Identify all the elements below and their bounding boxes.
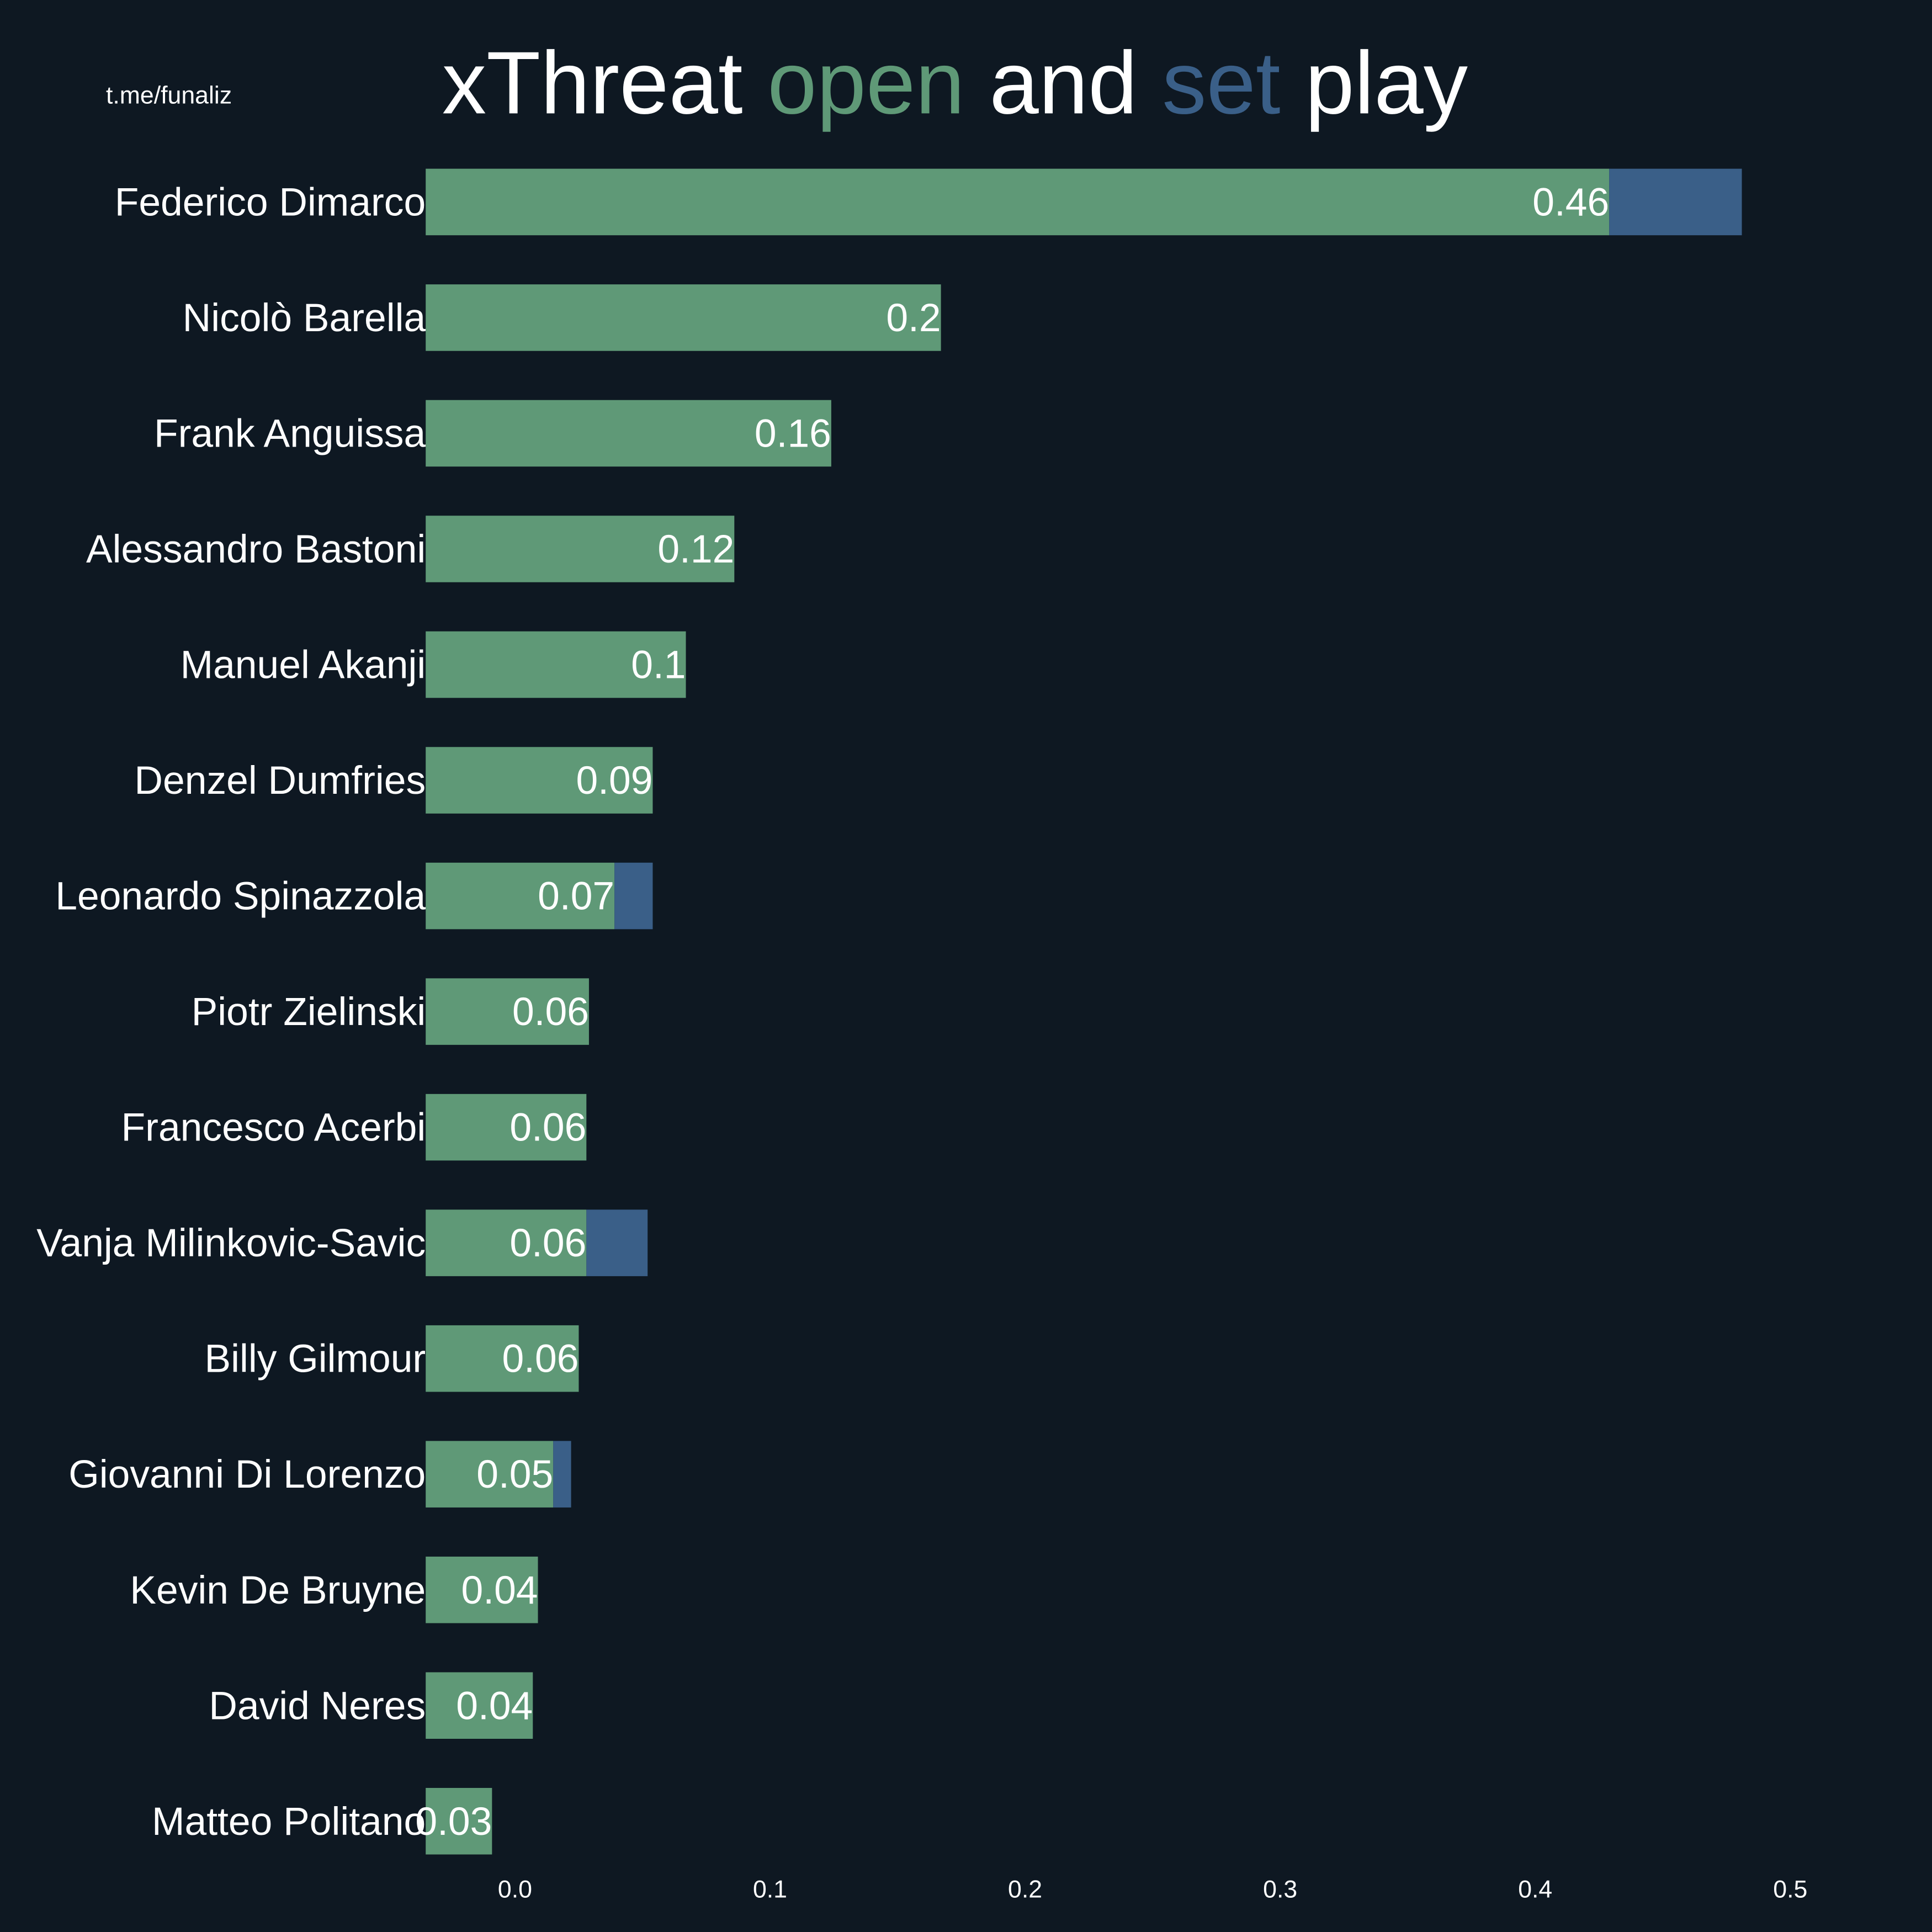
- value-label: 0.06: [502, 1337, 578, 1381]
- value-label: 0.1: [631, 643, 686, 687]
- title-series-name: open: [767, 34, 965, 132]
- bar-segment: [426, 1556, 538, 1623]
- bar-segment: [586, 1209, 648, 1276]
- x-tick-label: 0.4: [1518, 1876, 1552, 1903]
- value-label: 0.05: [476, 1452, 553, 1496]
- value-label: 0.16: [755, 412, 831, 456]
- bar-segment: [426, 1209, 587, 1276]
- value-label: 0.06: [509, 1221, 586, 1265]
- chart-title: xThreat open and set play: [442, 34, 1468, 132]
- category-label: Leonardo Spinazzola: [55, 874, 426, 919]
- bar-segment: [426, 978, 589, 1045]
- bar-segment: [426, 1441, 554, 1508]
- bar-segment: [426, 1325, 579, 1392]
- category-label: Frank Anguissa: [154, 412, 426, 456]
- bar-segment: [1609, 168, 1742, 236]
- value-label: 0.07: [538, 874, 614, 919]
- x-tick-label: 0.5: [1773, 1876, 1807, 1903]
- bar-segment: [426, 747, 653, 814]
- value-label: 0.04: [461, 1568, 538, 1612]
- bar-segment: [426, 400, 831, 467]
- x-tick-label: 0.1: [753, 1876, 787, 1903]
- x-tick-label: 0.2: [1008, 1876, 1042, 1903]
- watermark: t.me/funaliz: [106, 82, 232, 109]
- title-word: and: [989, 34, 1137, 132]
- bar-segment: [553, 1441, 571, 1508]
- category-label: Piotr Zielinski: [192, 990, 426, 1034]
- category-label: David Neres: [209, 1684, 426, 1728]
- bar-segment: [426, 1787, 492, 1855]
- bar-segment: [426, 168, 1610, 236]
- value-label: 0.03: [415, 1800, 492, 1844]
- category-label: Vanja Milinkovic-Savic: [36, 1221, 426, 1265]
- value-label: 0.2: [886, 296, 941, 340]
- title-word: xThreat: [442, 34, 743, 132]
- bar-segment: [426, 516, 735, 582]
- category-label: Alessandro Bastoni: [86, 527, 426, 571]
- category-label: Francesco Acerbi: [121, 1106, 426, 1150]
- category-label: Federico Dimarco: [115, 180, 426, 224]
- value-label: 0.04: [456, 1684, 533, 1728]
- value-label: 0.06: [512, 990, 589, 1034]
- category-label: Manuel Akanji: [181, 643, 426, 687]
- category-label: Matteo Politano: [152, 1800, 426, 1844]
- x-tick-label: 0.0: [498, 1876, 532, 1903]
- category-label: Denzel Dumfries: [134, 758, 426, 803]
- category-label: Nicolò Barella: [183, 296, 426, 340]
- bar-segment: [426, 284, 941, 351]
- value-label: 0.12: [657, 527, 734, 571]
- value-label: 0.06: [509, 1106, 586, 1150]
- bar-segment: [614, 862, 653, 930]
- bar-segment: [426, 1672, 533, 1739]
- category-label: Billy Gilmour: [204, 1337, 426, 1381]
- category-label: Giovanni Di Lorenzo: [68, 1452, 426, 1496]
- title-series-name: set: [1162, 34, 1280, 132]
- category-label: Kevin De Bruyne: [130, 1568, 426, 1612]
- value-label: 0.09: [576, 758, 652, 803]
- title-word: play: [1305, 34, 1468, 132]
- bar-segment: [426, 862, 615, 930]
- bar-segment: [426, 631, 686, 698]
- bar-segment: [426, 1094, 587, 1161]
- value-label: 0.46: [1532, 180, 1609, 224]
- x-tick-label: 0.3: [1263, 1876, 1297, 1903]
